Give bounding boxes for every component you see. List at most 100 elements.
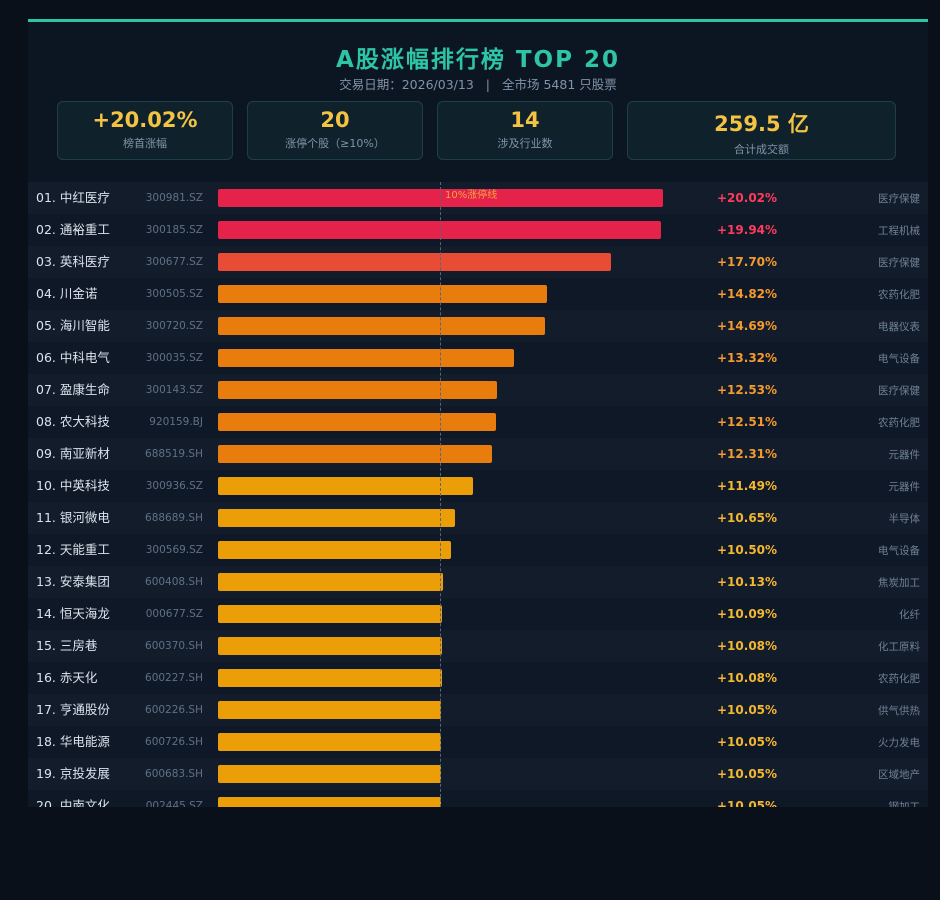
industry-label: 农药化肥 [878,673,920,685]
gain-percent-label: +10.65% [717,511,778,525]
stock-code: 000677.SZ [145,608,203,620]
industry-label: 电气设备 [878,545,920,557]
stock-code: 600226.SH [145,704,203,716]
gain-percent-label: +10.08% [717,671,778,685]
gain-percent-label: +20.02% [717,191,778,205]
gain-percent-label: +10.05% [717,799,778,807]
gain-percent-label: +10.08% [717,639,778,653]
industry-label: 化纤 [899,609,920,621]
stat-card-turnover: 259.5 亿 合计成交额 [627,101,896,160]
stock-rank-name: 10. 中英科技 [36,478,110,493]
gain-bar [218,701,441,719]
industry-label: 农药化肥 [878,417,920,429]
industry-label: 元器件 [888,481,921,493]
subtitle-separator: | [485,77,490,92]
stat-value: 20 [320,108,350,132]
table-row: 08. 农大科技 920159.BJ +12.51% 农药化肥 [28,406,928,438]
stock-rank-name: 07. 盈康生命 [36,382,110,397]
stat-label: 涨停个股（≥10%） [285,137,385,150]
gain-percent-label: +12.31% [717,447,778,461]
industry-label: 元器件 [888,449,921,461]
industry-label: 医疗保健 [878,193,920,205]
gain-bar [218,477,473,495]
gain-percent-label: +14.82% [717,287,778,301]
stock-rank-name: 08. 农大科技 [36,414,110,429]
stock-rank-name: 15. 三房巷 [36,638,98,653]
stat-label: 合计成交额 [734,143,789,156]
chart-subtitle: 交易日期：2026/03/13 | 全市场 5481 只股票 [28,74,928,93]
gain-percent-label: +19.94% [717,223,778,237]
gain-bar [218,445,492,463]
stock-rank-name: 01. 中红医疗 [36,190,110,205]
table-row: 20. 中南文化 002445.SZ +10.05% 钢加工 [28,790,928,807]
stock-code: 600370.SH [145,640,203,652]
stock-code: 920159.BJ [149,416,203,428]
stat-label: 榜首涨幅 [123,137,167,150]
industry-label: 工程机械 [878,225,920,237]
gain-bar [218,573,443,591]
limit-up-reference-label: 10%涨停线 [445,190,498,201]
stock-code: 300035.SZ [145,352,203,364]
table-row: 06. 中科电气 300035.SZ +13.32% 电气设备 [28,342,928,374]
table-row: 09. 南亚新材 688519.SH +12.31% 元器件 [28,438,928,470]
table-row: 14. 恒天海龙 000677.SZ +10.09% 化纤 [28,598,928,630]
table-row: 17. 亨通股份 600226.SH +10.05% 供气供热 [28,694,928,726]
gain-percent-label: +10.50% [717,543,778,557]
stock-code: 300185.SZ [145,224,203,236]
gain-bar [218,221,661,239]
gain-percent-label: +10.09% [717,607,778,621]
stock-rank-name: 14. 恒天海龙 [36,606,110,621]
stat-value: +20.02% [92,108,198,132]
gain-bar [218,349,514,367]
table-row: 10. 中英科技 300936.SZ +11.49% 元器件 [28,470,928,502]
gain-bar [218,605,442,623]
gain-bar [218,253,611,271]
stock-code: 688689.SH [145,512,203,524]
gain-percent-label: +12.53% [717,383,778,397]
stock-rank-name: 12. 天能重工 [36,542,110,557]
stock-rank-name: 03. 英科医疗 [36,254,110,269]
industry-label: 火力发电 [878,737,920,749]
stock-code: 300936.SZ [145,480,203,492]
gain-percent-label: +10.05% [717,703,778,717]
stat-value: 259.5 亿 [714,112,809,136]
stock-code: 300143.SZ [145,384,203,396]
stock-code: 300505.SZ [145,288,203,300]
stock-rank-name: 13. 安泰集团 [36,574,110,589]
gain-percent-label: +12.51% [717,415,778,429]
stock-rank-name: 20. 中南文化 [36,798,110,807]
table-row: 16. 赤天化 600227.SH +10.08% 农药化肥 [28,662,928,694]
stock-rank-name: 06. 中科电气 [36,350,110,365]
gain-bar [218,413,496,431]
stock-code: 300720.SZ [145,320,203,332]
stock-rank-name: 11. 银河微电 [36,510,110,525]
table-row: 02. 通裕重工 300185.SZ +19.94% 工程机械 [28,214,928,246]
industry-label: 供气供热 [878,705,920,717]
stock-rank-name: 09. 南亚新材 [36,446,110,461]
stock-code: 600726.SH [145,736,203,748]
stock-rank-name: 04. 川金诺 [36,286,98,301]
stock-rank-name: 16. 赤天化 [36,670,98,685]
table-row: 18. 华电能源 600726.SH +10.05% 火力发电 [28,726,928,758]
industry-label: 医疗保健 [878,385,920,397]
gain-bar [218,285,547,303]
gain-percent-label: +13.32% [717,351,778,365]
gain-percent-label: +11.49% [717,479,778,493]
industry-label: 医疗保健 [878,257,920,269]
chart-title: A股涨幅排行榜 TOP 20 [336,47,620,73]
table-row: 19. 京投发展 600683.SH +10.05% 区域地产 [28,758,928,790]
gain-percent-label: +10.05% [717,735,778,749]
stock-code: 300569.SZ [145,544,203,556]
table-row: 11. 银河微电 688689.SH +10.65% 半导体 [28,502,928,534]
stock-rank-name: 19. 京投发展 [36,766,110,781]
table-row: 07. 盈康生命 300143.SZ +12.53% 医疗保健 [28,374,928,406]
stat-card-top-gain: +20.02% 榜首涨幅 [57,101,233,160]
industry-label: 半导体 [888,513,921,525]
table-row: 04. 川金诺 300505.SZ +14.82% 农药化肥 [28,278,928,310]
stock-rank-name: 17. 亨通股份 [36,702,110,717]
gain-percent-label: +10.05% [717,767,778,781]
industry-label: 区域地产 [878,769,920,781]
market-count: 全市场 5481 只股票 [502,77,617,92]
industry-label: 焦炭加工 [878,577,920,589]
table-row: 13. 安泰集团 600408.SH +10.13% 焦炭加工 [28,566,928,598]
